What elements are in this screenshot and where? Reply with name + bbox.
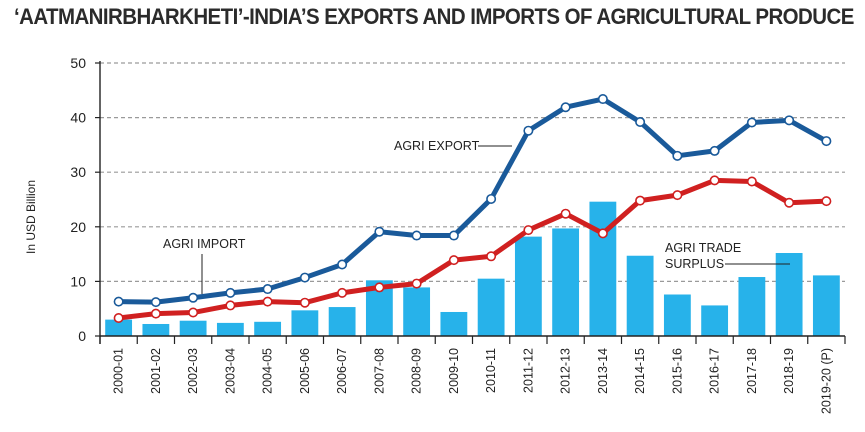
- x-tick-label: 2012-13: [559, 348, 573, 394]
- point-agri-import: [299, 297, 310, 308]
- point-agri-export: [672, 150, 683, 161]
- bar-surplus-2000-01: [105, 319, 133, 336]
- point-agri-import: [448, 255, 459, 266]
- point-agri-import: [150, 308, 161, 319]
- y-tick-label: 10: [70, 273, 86, 289]
- point-agri-import: [597, 228, 608, 239]
- point-agri-export: [486, 193, 497, 204]
- point-agri-export: [709, 145, 720, 156]
- x-tick-label: 2005-06: [298, 348, 312, 394]
- point-agri-import: [374, 282, 385, 293]
- bar-surplus-2006-07: [328, 307, 356, 336]
- x-tick-label: 2000-01: [112, 348, 126, 394]
- point-agri-export: [411, 230, 422, 241]
- x-tick-label: 2004-05: [261, 348, 275, 394]
- annotation-agri-import: AGRI IMPORT: [163, 237, 246, 251]
- point-agri-export: [374, 226, 385, 237]
- x-tick-label: 2014-15: [633, 348, 647, 394]
- annotation-agri-trade-surplus: AGRI TRADE: [665, 241, 741, 255]
- annotation-agri-trade-surplus: SURPLUS: [665, 257, 724, 271]
- point-agri-import: [337, 287, 348, 298]
- point-agri-export: [523, 125, 534, 136]
- x-tick-label: 2016-17: [708, 348, 722, 394]
- point-agri-import: [188, 307, 199, 318]
- point-agri-import: [225, 300, 236, 311]
- bar-surplus-2015-16: [663, 294, 691, 336]
- x-tick-label: 2018-19: [782, 348, 796, 394]
- point-agri-import: [635, 195, 646, 206]
- bar-surplus-2014-15: [626, 255, 654, 336]
- annotation-agri-export: AGRI EXPORT: [394, 139, 480, 153]
- point-agri-import: [411, 278, 422, 289]
- point-agri-import: [523, 225, 534, 236]
- bar-surplus-2001-02: [142, 323, 170, 336]
- x-tick-label: 2015-16: [670, 348, 684, 394]
- x-tick-label: 2006-07: [335, 348, 349, 394]
- y-tick-label: 50: [70, 55, 86, 71]
- y-tick-label: 0: [78, 328, 86, 344]
- bar-surplus-2010-11: [477, 278, 505, 336]
- gridlines: [100, 62, 845, 282]
- axes: 0 10 20 30 40 50 2000-01 2001-02 2002-03 2003-04 2…: [70, 55, 846, 414]
- bar-surplus-2018-19: [775, 253, 803, 336]
- x-tick-label: 2013-14: [596, 348, 610, 394]
- y-tick-label: 40: [70, 110, 86, 126]
- bar-surplus-2009-10: [440, 311, 468, 336]
- bar-surplus-2019-20P: [812, 275, 840, 336]
- bar-surplus-2017-18: [738, 277, 766, 336]
- y-tick-label: 20: [70, 219, 86, 235]
- x-tick-label: 2008-09: [410, 348, 424, 394]
- bar-surplus-2003-04: [216, 322, 244, 336]
- point-agri-export: [597, 94, 608, 105]
- point-agri-import: [486, 251, 497, 262]
- point-agri-export: [560, 102, 571, 113]
- bar-surplus-2012-13: [552, 228, 580, 336]
- point-agri-import: [262, 296, 273, 307]
- point-agri-export: [299, 272, 310, 283]
- chart-title: ‘AATMANIRBHARKHETI’-INDIA’S EXPORTS AND …: [14, 4, 854, 29]
- annotations: AGRI EXPORT AGRI IMPORT AGRI TRADE SURPLUS: [163, 139, 790, 294]
- x-tick-label: 2001-02: [149, 348, 163, 394]
- point-agri-export: [150, 297, 161, 308]
- point-agri-import: [746, 176, 757, 187]
- line-agri-export: [116, 96, 829, 305]
- point-agri-import: [113, 312, 124, 323]
- y-tick-label: 30: [70, 164, 86, 180]
- x-tick-label: 2017-18: [745, 348, 759, 394]
- x-tick-label: 2010-11: [484, 348, 498, 393]
- point-agri-import: [784, 197, 795, 208]
- point-agri-export: [821, 136, 832, 147]
- point-agri-export: [262, 284, 273, 295]
- x-tick-label: 2019-20 (P): [819, 348, 833, 414]
- x-tick-label: 2002-03: [186, 348, 200, 394]
- point-agri-import: [672, 190, 683, 201]
- series-lines: [113, 94, 832, 323]
- point-agri-export: [448, 230, 459, 241]
- point-agri-import: [709, 175, 720, 186]
- bar-surplus-2004-05: [254, 321, 282, 336]
- point-agri-export: [337, 259, 348, 270]
- point-agri-import: [821, 196, 832, 207]
- x-tick-label: 2009-10: [447, 348, 461, 394]
- y-axis-label: In USD Billion: [24, 180, 38, 254]
- line-agri-import: [116, 177, 829, 321]
- bar-surplus-2005-06: [291, 310, 319, 336]
- bar-surplus-2008-09: [403, 287, 431, 336]
- x-tick-label: 2003-04: [223, 348, 237, 394]
- x-tick-label: 2007-08: [372, 348, 386, 394]
- point-agri-export: [635, 116, 646, 127]
- bar-surplus-2016-17: [701, 305, 729, 336]
- point-agri-import: [560, 208, 571, 219]
- point-agri-export: [225, 287, 236, 298]
- point-agri-export: [113, 296, 124, 307]
- surplus-bars: [105, 201, 840, 336]
- point-agri-export: [188, 292, 199, 303]
- x-tick-label: 2011-12: [521, 348, 535, 393]
- bar-surplus-2011-12: [514, 236, 542, 336]
- bar-surplus-2002-03: [179, 320, 207, 336]
- point-agri-export: [746, 117, 757, 128]
- point-agri-export: [784, 115, 795, 126]
